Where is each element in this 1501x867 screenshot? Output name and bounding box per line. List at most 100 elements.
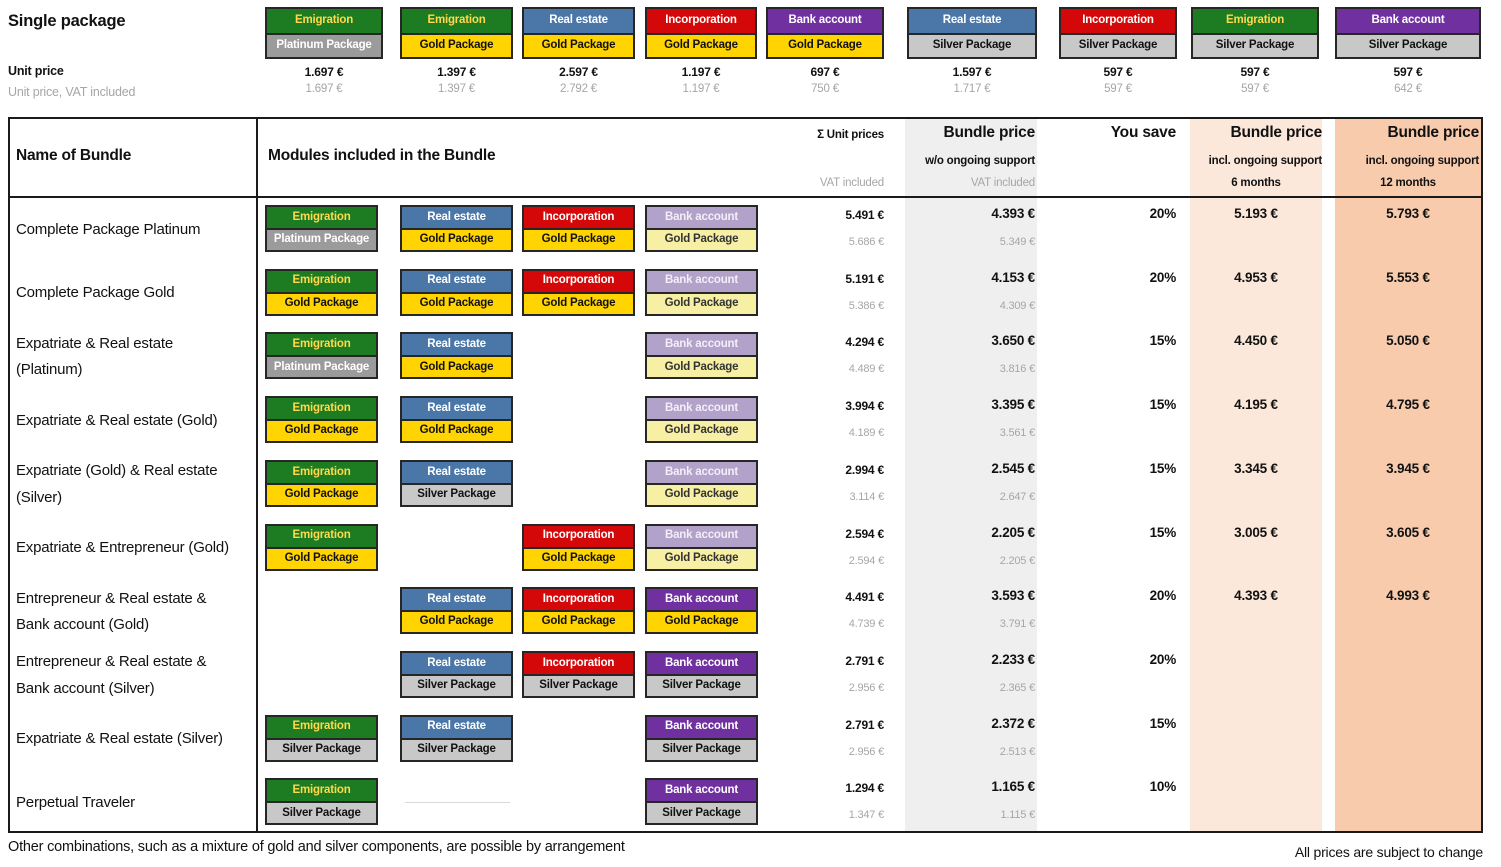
module-name-bar: Real estate [400,396,513,422]
package-tier-bar: Gold Package [400,610,513,635]
module-name-bar: Incorporation [522,587,635,613]
sum-unit-prices-value: 5.491 € [845,208,884,222]
sum-unit-prices-value: 5.191 € [845,271,884,286]
bundle-row: Expatriate & Entrepreneur (Gold) Emigrati… [10,517,1481,581]
package-tier-bar: Silver Package [907,33,1037,59]
module-name-bar: Emigration [400,7,513,35]
bundle-price-vat: 2.365 € [999,681,1036,694]
module-box: Emigration Platinum Package [265,332,378,380]
unit-price-vat-value: 642 € [1394,83,1422,95]
sum-unit-prices-vat: 2.956 € [848,681,885,694]
unit-price-vat-value: 597 € [1241,83,1269,95]
module-box: Bank account Gold Package [645,587,758,635]
bundle-name: Complete Package Platinum [16,220,201,238]
six-month-price-value: 4.195 € [1234,397,1278,413]
module-name-bar: Emigration [265,714,378,740]
module-name-bar: Bank account [766,7,884,35]
header-twelve-support: incl. ongoing support [1365,155,1480,167]
module-box: Emigration Gold Package [265,396,378,444]
bundle-name: Complete Package Gold [16,284,175,302]
module-box: Bank account Gold Package [645,332,758,380]
package-tier-bar: Gold Package [645,482,758,507]
unit-price-vat-value: 1.697 € [305,83,343,95]
sum-unit-prices-vat: 3.114 € [849,490,885,503]
six-month-band [1190,119,1322,831]
unit-price-value: 2.597 € [559,65,598,79]
module-name-bar: Real estate [400,205,513,230]
module-name-bar: Bank account [645,268,758,294]
module-box: Incorporation Gold Package [522,587,635,635]
module-name-bar: Emigration [265,396,378,422]
single-package-column: Incorporation Silver Package 597 € 597 € [1059,7,1177,95]
bundle-row: Complete Package Platinum Emigration Plati… [10,198,1481,262]
unit-price-vat-value: 750 € [811,83,839,95]
twelve-month-price-value: 4.795 € [1386,397,1430,413]
bundle-name: Expatriate & Real estate (Gold) [16,411,218,429]
module-box: Real estate Silver Package [400,714,513,762]
bundle-price-value: 4.153 € [991,269,1035,285]
module-box: Real estate Gold Package [400,205,513,252]
header-sum-unit-prices: Σ Unit prices [817,129,884,141]
name-column-divider [256,119,258,831]
module-name-bar: Emigration [265,523,378,549]
module-box: Real estate Gold Package [400,587,513,635]
unit-price-value: 1.397 € [437,65,476,79]
module-box: Emigration Platinum Package [265,205,378,252]
module-name-bar: Incorporation [522,650,635,676]
single-package-column: Emigration Platinum Package 1.697 € 1.697 € [265,7,383,95]
module-name-bar: Real estate [400,714,513,740]
bundle-name: Entrepreneur & Real estate & Bank accoun… [16,589,207,634]
bundle-price-value: 2.233 € [991,651,1035,667]
unit-price-label: Unit price [8,64,64,78]
module-box: Bank account Gold Package [645,396,758,444]
package-tier-bar: Gold Package [265,419,378,444]
package-tier-bar: Silver Package [645,801,758,826]
package-tier-bar: Gold Package [645,33,757,59]
sum-unit-prices-value: 4.294 € [845,335,884,350]
module-name-bar: Incorporation [1059,7,1177,35]
module-name-bar: Real estate [400,268,513,294]
module-box: Emigration Silver Package [265,778,378,826]
twelve-month-price-value: 5.793 € [1386,206,1430,221]
module-name-bar: Incorporation [645,7,757,35]
unit-price-vat-label: Unit price, VAT included [8,85,136,99]
module-name-bar: Real estate [907,7,1037,35]
bundle-price-vat: 2.647 € [999,490,1036,503]
package-tier-bar: Gold Package [522,228,635,252]
single-package-title: Single package [8,12,126,30]
unit-price-vat-value: 1.397 € [438,83,475,95]
module-name-bar: Bank account [645,332,758,358]
module-name-bar: Bank account [645,778,758,804]
six-month-price-value: 3.005 € [1234,524,1278,540]
sum-unit-prices-value: 1.294 € [845,781,884,796]
you-save-value: 10% [1149,779,1177,795]
sum-unit-prices-vat: 4.189 € [848,427,885,440]
sum-unit-prices-vat: 1.347 € [848,809,885,822]
module-name-bar: Bank account [645,459,758,485]
bundle-rows: Complete Package Platinum Emigration Plati… [10,198,1481,831]
bundle-row: Complete Package Gold Emigration Gold Pack… [10,262,1481,326]
you-save-value: 20% [1149,588,1177,604]
package-tier-bar: Platinum Package [265,355,378,380]
module-box: Bank account Silver Package [645,714,758,762]
single-package-column: Bank account Gold Package 697 € 750 € [766,7,884,95]
package-tier-bar: Gold Package [522,291,635,316]
bundle-name: Entrepreneur & Real estate & Bank accoun… [16,653,207,697]
sum-unit-prices-vat: 5.386 € [848,299,885,312]
header-six-months: 6 months [1231,177,1281,189]
module-name-bar: Emigration [265,332,378,358]
package-tier-bar: Silver Package [1191,33,1319,59]
package-tier-bar: Gold Package [400,291,513,316]
six-month-price-value: 4.953 € [1234,269,1278,285]
package-tier-bar: Silver Package [400,482,513,507]
you-save-value: 20% [1149,269,1177,285]
unit-price-vat-value: 597 € [1104,83,1132,95]
bundle-table: Name of Bundle Modules included in the B… [8,117,1483,833]
six-month-price-value: 4.450 € [1234,333,1278,349]
sum-unit-prices-value: 2.791 € [845,653,884,668]
package-tier-bar: Silver Package [265,801,378,826]
module-name-bar: Emigration [265,268,378,294]
package-tier-bar: Silver Package [645,737,758,762]
unit-price-value: 1.197 € [681,65,721,79]
single-package-column: Real estate Silver Package 1.597 € 1.717 € [907,7,1037,95]
